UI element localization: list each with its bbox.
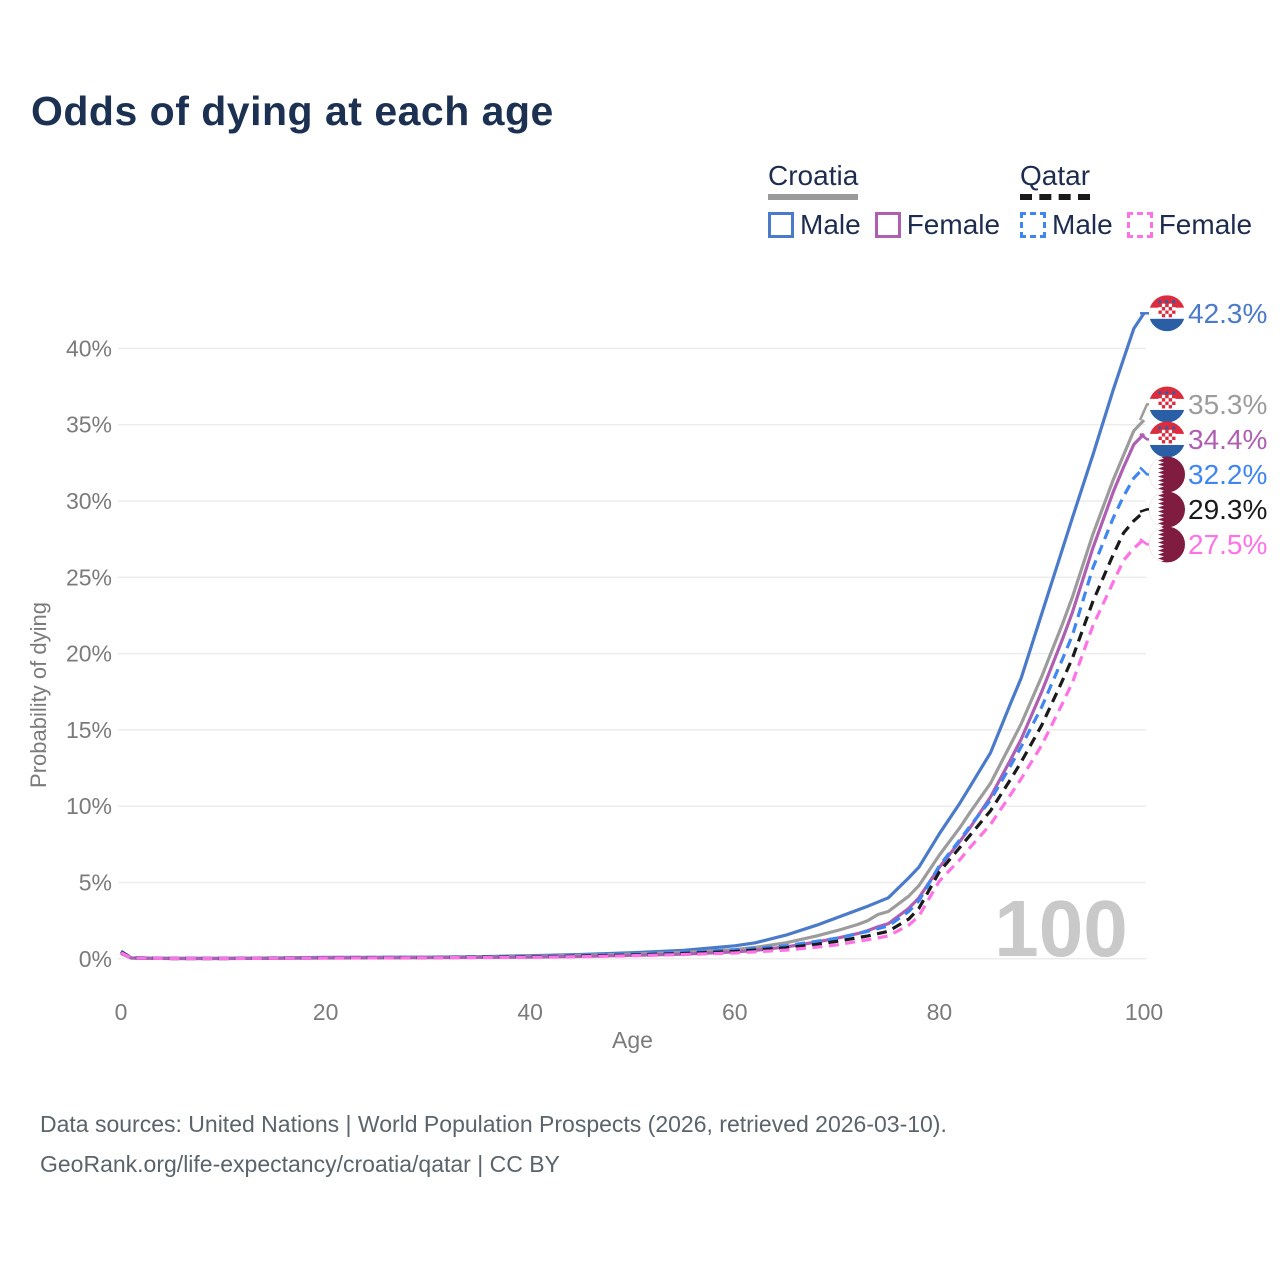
legend-label-croatia-female[interactable]: Female [906,209,1001,240]
svg-text:40%: 40% [66,335,112,361]
svg-text:35%: 35% [66,412,112,438]
svg-text:30%: 30% [66,488,112,514]
y-axis-tick-labels: 0% 5% 10% 15% 20% 25% 30% 35% 40% [66,335,112,971]
series-qatar-total [120,510,1146,961]
end-label-croatia-female: 34.4% [1188,424,1267,455]
svg-text:20%: 20% [66,641,112,667]
legend-label-qatar-male[interactable]: Male [1052,209,1113,240]
x-axis-title: Age [612,1027,653,1053]
series-croatia-male [120,312,1146,960]
qatar-flag-icon [1149,491,1185,528]
svg-text:5%: 5% [79,870,112,896]
attribution-text: GeoRank.org/life-expectancy/croatia/qata… [40,1151,560,1177]
gridlines [118,347,1146,960]
legend-croatia-label[interactable]: Croatia [768,160,859,200]
end-label-croatia-male: 42.3% [1188,298,1267,329]
footer: Data sources: United Nations | World Pop… [40,1104,947,1184]
series-qatar-male [120,466,1146,960]
croatia-flag-icon [1149,421,1185,458]
end-label-croatia-total: 35.3% [1188,389,1267,420]
legend-label-qatar-female[interactable]: Female [1158,209,1253,240]
svg-text:80: 80 [927,999,953,1025]
legend-croatia-items: Male Female [768,209,1000,241]
end-label-qatar-female: 27.5% [1188,529,1267,560]
legend-swatch-qatar-female[interactable] [1126,212,1153,238]
page-title: Odds of dying at each age [31,88,554,134]
svg-text:60: 60 [722,999,748,1025]
qatar-flag-icon [1149,526,1185,563]
legend-label-croatia-male[interactable]: Male [800,209,861,240]
legend-swatch-croatia-female[interactable] [874,212,901,238]
legend-swatch-croatia-male[interactable] [768,212,794,238]
x-axis-tick-labels: 0 20 40 60 80 100 [115,999,1164,1025]
legend-qatar-label[interactable]: Qatar [1020,160,1091,200]
series-croatia-female [120,432,1146,961]
svg-text:20: 20 [313,999,339,1025]
svg-text:25%: 25% [66,564,112,590]
end-label-qatar-total: 29.3% [1188,494,1267,525]
svg-text:100: 100 [1125,999,1163,1025]
legend-qatar-items: Male Female [1020,209,1252,241]
croatia-flag-icon [1149,386,1185,423]
legend-swatch-qatar-male[interactable] [1020,212,1046,238]
y-axis-title: Probability of dying [26,602,51,788]
qatar-flag-icon [1149,456,1185,493]
svg-text:0%: 0% [79,946,112,972]
croatia-flag-icon [1149,295,1185,332]
svg-text:15%: 15% [66,717,112,743]
series-qatar-female [120,537,1146,961]
age-watermark: 100 [994,884,1127,973]
svg-text:40: 40 [517,999,543,1025]
legend-group-croatia: Croatia Male Female [768,160,1000,241]
end-label-qatar-male: 32.2% [1188,459,1267,490]
data-sources-text: Data sources: United Nations | World Pop… [40,1111,947,1137]
legend-group-qatar: Qatar Male Female [1020,160,1252,241]
svg-text:10%: 10% [66,793,112,819]
svg-text:0: 0 [115,999,128,1025]
